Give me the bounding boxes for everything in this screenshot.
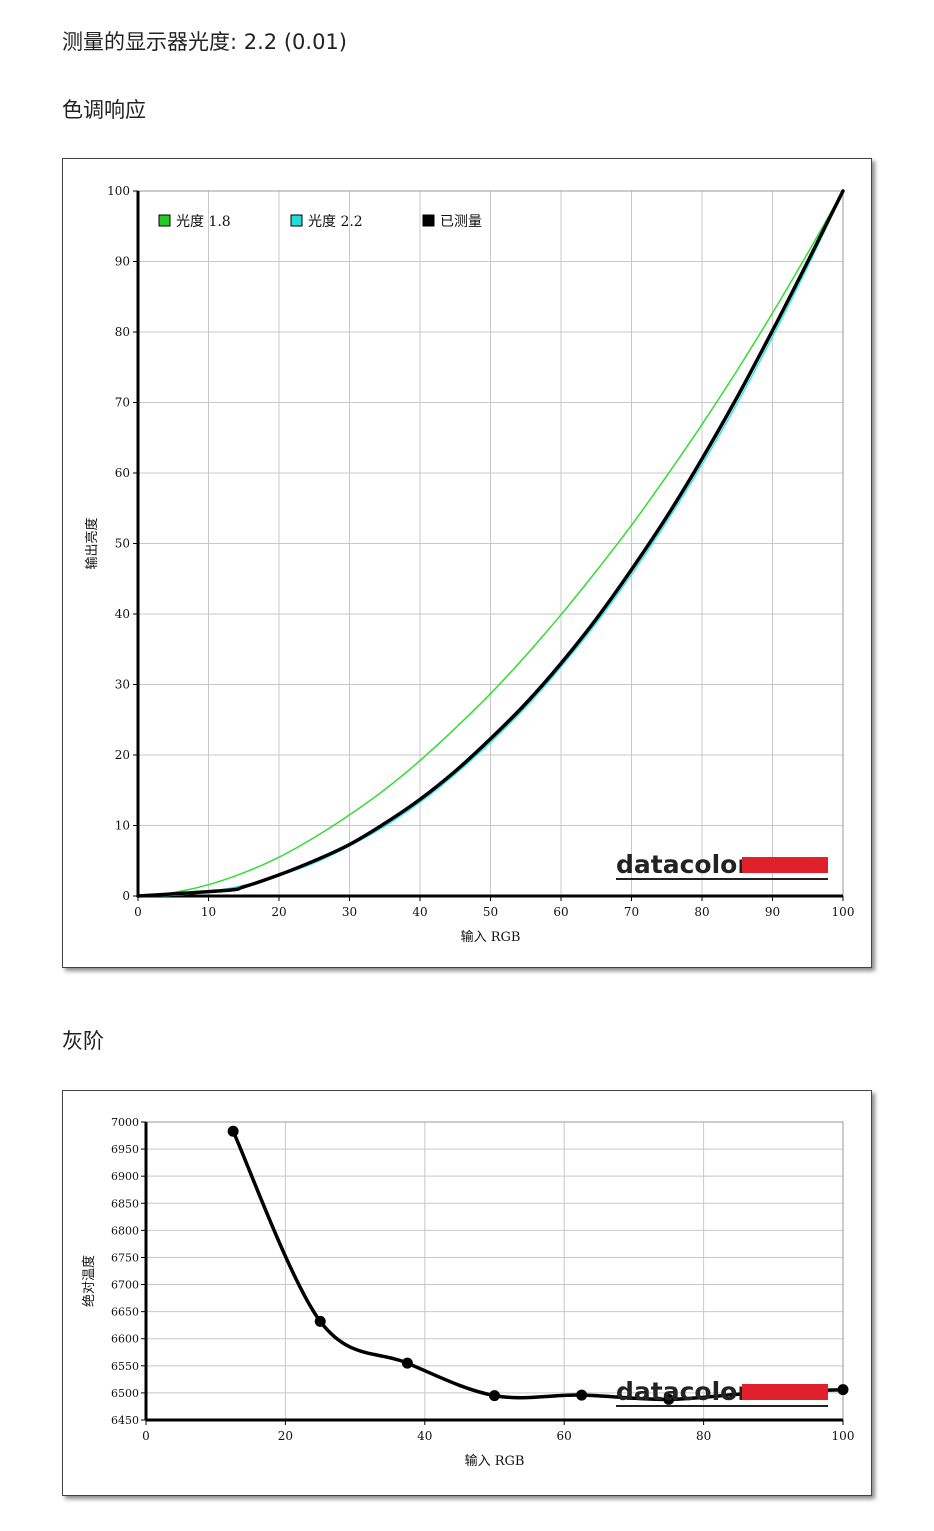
gray-y-tick-label: 6950 [111, 1143, 139, 1156]
measured-gamma-line: 测量的显示器光度: 2.2 (0.01) [62, 26, 347, 56]
gray-x-tick-label: 0 [142, 1429, 150, 1443]
datacolor-logo-red-bar [742, 1384, 828, 1400]
tone-legend-item: 已测量 [422, 214, 482, 230]
datacolor-logo: datacolor [616, 1377, 828, 1407]
tone-legend-label: 光度 2.2 [308, 214, 363, 230]
tone-y-tick-label: 10 [115, 819, 130, 833]
tone-y-axis-label: 输出亮度 [84, 517, 100, 569]
tone-y-tick-label: 0 [122, 889, 130, 903]
gray-x-tick-label: 40 [417, 1429, 432, 1443]
tone-y-tick-label: 90 [115, 255, 130, 269]
gray-y-tick-label: 6900 [111, 1170, 139, 1183]
gray-plot-frame [145, 1121, 844, 1421]
gray-x-tick-label: 80 [696, 1429, 711, 1443]
gray-data-point [576, 1389, 588, 1401]
tone-x-tick-label: 20 [271, 905, 286, 919]
tone-y-tick-label: 70 [115, 396, 130, 410]
tone-y-tick-label: 20 [115, 748, 130, 762]
tone-legend-swatch [290, 214, 303, 227]
gray-y-tick-label: 6450 [111, 1414, 139, 1427]
tone-legend-swatch [422, 214, 435, 227]
tone-response-heading: 色调响应 [62, 98, 146, 122]
measured-gamma-label: 测量的显示器光度: [62, 30, 238, 54]
gray-y-tick-label: 7000 [111, 1116, 139, 1129]
gray-y-tick-label: 6700 [111, 1279, 139, 1292]
gray-x-tick-label: 60 [557, 1429, 572, 1443]
gray-data-point [663, 1393, 675, 1405]
tone-x-tick-label: 50 [483, 905, 498, 919]
gray-y-tick-label: 6500 [111, 1387, 139, 1400]
tone-x-tick-label: 0 [134, 905, 142, 919]
gray-data-point [837, 1384, 849, 1396]
gray-series-line [231, 1130, 844, 1402]
tone-y-tick-label: 80 [115, 325, 130, 339]
tone-grid [137, 190, 844, 897]
tone-x-tick-label: 80 [694, 905, 709, 919]
tone-legend-item: 光度 2.2 [290, 214, 363, 230]
tone-y-tick-label: 40 [115, 607, 130, 621]
gray-data-point [227, 1125, 239, 1137]
tone-y-tick-label: 100 [107, 184, 130, 198]
measured-gamma-value: 2.2 (0.01) [243, 30, 347, 54]
tone-legend-item: 光度 1.8 [158, 214, 231, 230]
tone-series-line-1 [137, 190, 844, 897]
tone-legend-swatch [158, 214, 171, 227]
gray-x-tick-label: 100 [832, 1429, 855, 1443]
gray-y-axis-label: 绝对温度 [81, 1255, 97, 1307]
tone-legend-label: 光度 1.8 [176, 214, 231, 230]
gray-y-tick-label: 6600 [111, 1333, 139, 1346]
datacolor-logo: datacolor [616, 850, 828, 880]
tone-series-line-3 [136, 189, 845, 898]
datacolor-logo-red-bar [742, 857, 828, 873]
gray-y-tick-label: 6800 [111, 1224, 139, 1237]
tone-x-tick-label: 90 [765, 905, 780, 919]
tone-x-axis-label: 输入 RGB [461, 929, 521, 945]
tone-legend-label: 已测量 [440, 214, 482, 230]
gray-grid [145, 1121, 844, 1421]
grayscale-heading: 灰阶 [62, 1029, 104, 1053]
gray-y-tick-label: 6850 [111, 1197, 139, 1210]
tone-x-tick-label: 100 [832, 905, 855, 919]
gray-y-tick-label: 6550 [111, 1360, 139, 1373]
tone-y-tick-label: 50 [115, 537, 130, 551]
gray-data-point [314, 1315, 326, 1327]
grayscale-svg: 0 20 40 60 80 100 6450 6500 6550 6600 6650 6700 6750… [81, 1116, 855, 1469]
gray-data-point [401, 1357, 413, 1369]
tone-x-tick-label: 60 [553, 905, 568, 919]
tone-y-tick-label: 60 [115, 466, 130, 480]
gray-data-point [489, 1390, 500, 1402]
datacolor-logo-text: datacolor [616, 850, 750, 879]
grayscale-chart: 0 20 40 60 80 100 6450 6500 6550 6600 6650 6700 6750… [62, 1090, 872, 1496]
gray-y-tick-label: 6750 [111, 1251, 139, 1264]
tone-response-svg: 0 10 20 30 40 50 60 70 80 90 100 0 10 20 30 40 50 60 70 80 9… [84, 184, 855, 945]
gray-x-axis-label: 输入 RGB [465, 1453, 525, 1469]
tone-x-tick-label: 70 [624, 905, 639, 919]
gray-x-tick-label: 20 [278, 1429, 293, 1443]
tone-y-tick-label: 30 [115, 678, 130, 692]
tone-x-tick-label: 30 [342, 905, 357, 919]
gray-y-tick-label: 6650 [111, 1306, 139, 1319]
tone-x-tick-label: 10 [201, 905, 216, 919]
tone-x-tick-label: 40 [412, 905, 427, 919]
datacolor-logo-text: datacolor [616, 1377, 750, 1406]
tone-response-chart: 0 10 20 30 40 50 60 70 80 90 100 0 10 20 30 40 50 60 70 80 9… [62, 158, 872, 968]
